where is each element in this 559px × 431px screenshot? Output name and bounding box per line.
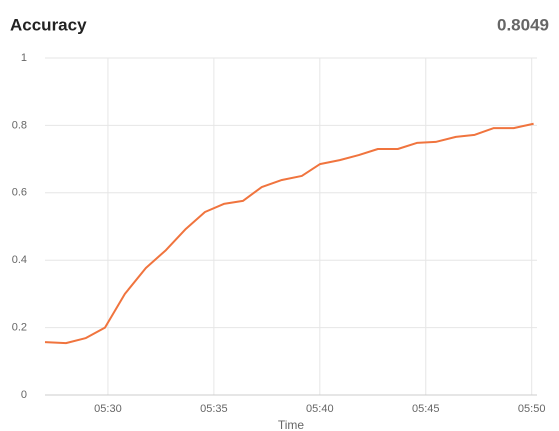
chart-title: Accuracy (10, 15, 87, 34)
x-axis-label: Time (278, 418, 305, 431)
data-line (44, 122, 534, 345)
y-tick-label: 0.6 (12, 187, 27, 199)
x-tick-label: 05:45 (412, 403, 440, 415)
y-tick-label: 1 (21, 52, 27, 64)
x-tick-label: 05:30 (94, 403, 122, 415)
x-tick-label: 05:50 (518, 403, 546, 415)
x-tick-label: 05:40 (306, 403, 334, 415)
x-tick-label: 05:35 (200, 403, 228, 415)
y-tick-label: 0.8 (12, 119, 27, 131)
y-tick-label: 0 (21, 389, 27, 401)
latest-value: 0.8049 (497, 15, 549, 34)
y-tick-label: 0.4 (12, 254, 27, 266)
y-tick-label: 0.2 (12, 322, 27, 334)
